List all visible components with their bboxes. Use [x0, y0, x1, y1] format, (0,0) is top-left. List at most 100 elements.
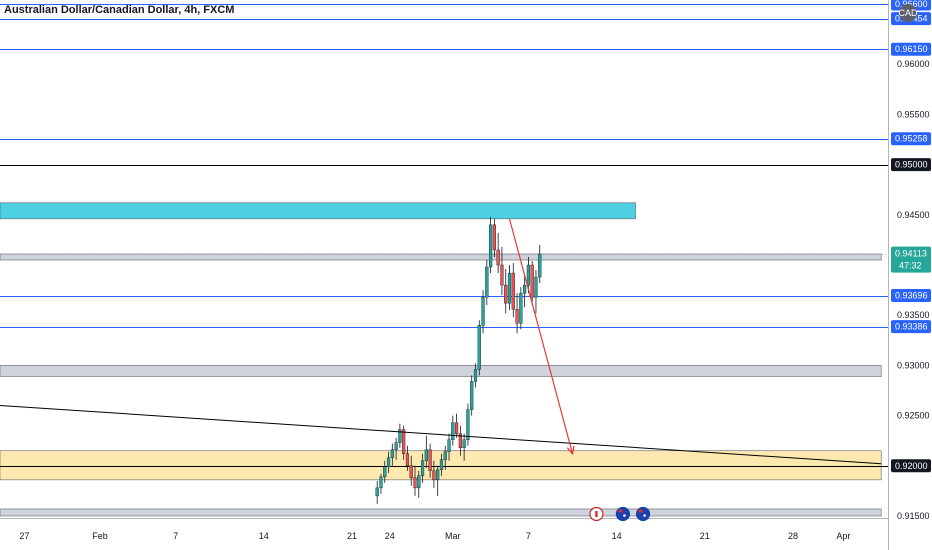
candle[interactable] [413, 465, 417, 496]
candle[interactable] [500, 246, 504, 296]
last-price-tag: 0.94113 47:32 [891, 246, 931, 273]
candle[interactable] [417, 470, 421, 498]
last-price-bg [891, 246, 931, 273]
drawings-layer [0, 218, 882, 465]
time-axis: 2427Feb7142124Mar7142128Apr [19, 531, 850, 541]
candle-body [436, 469, 440, 481]
currency-badge: CAD [898, 4, 918, 22]
candle[interactable] [390, 443, 394, 466]
candle[interactable] [386, 451, 391, 473]
candle-body [462, 439, 466, 448]
event-icons-layer [589, 506, 651, 522]
last-price-value: 0.94113 [895, 249, 927, 259]
candle[interactable] [443, 445, 447, 470]
projection-arrow-head [566, 445, 575, 456]
price-tick-label: 0.91500 [897, 511, 930, 521]
candle[interactable] [485, 260, 489, 306]
australia-flag-icon [615, 506, 631, 522]
time-tick-label: 21 [700, 531, 710, 541]
candle[interactable] [515, 293, 519, 334]
candle[interactable] [420, 453, 425, 483]
candle[interactable] [481, 290, 485, 334]
candle[interactable] [409, 455, 413, 486]
candle[interactable] [462, 433, 466, 461]
zone-rect[interactable] [0, 508, 882, 517]
australia-flag-icon[interactable] [615, 506, 631, 522]
time-tick-label: 14 [612, 531, 622, 541]
candle[interactable] [538, 244, 542, 284]
candle-body [386, 457, 391, 468]
candle[interactable] [402, 425, 406, 460]
candle[interactable] [519, 287, 523, 330]
candle[interactable] [439, 453, 444, 476]
zone-rect[interactable] [0, 253, 882, 261]
candle[interactable] [394, 437, 398, 460]
candle-body [375, 487, 379, 497]
canada-flag-icon[interactable] [589, 506, 604, 522]
zone-rect[interactable] [0, 365, 882, 377]
candle[interactable] [507, 265, 512, 311]
candle[interactable] [405, 445, 410, 471]
candle[interactable] [398, 423, 402, 448]
candle-body [379, 476, 383, 489]
price-tag-text: 0.93696 [895, 291, 928, 301]
candle[interactable] [375, 480, 379, 504]
candle[interactable] [496, 232, 500, 274]
candle[interactable] [451, 415, 455, 446]
price-tag: 0.93696 [891, 289, 931, 303]
price-tick-label: 0.92500 [897, 411, 930, 421]
candle[interactable] [424, 435, 428, 468]
candle[interactable] [458, 425, 462, 456]
candle-body [402, 429, 406, 454]
projection-arrow[interactable] [508, 218, 574, 454]
candle[interactable] [383, 460, 387, 483]
bar-countdown: 47:32 [899, 261, 922, 271]
candle[interactable] [492, 218, 496, 257]
candle[interactable] [447, 433, 451, 461]
candle[interactable] [379, 473, 383, 494]
price-tag-text: 0.93386 [895, 322, 928, 332]
candle-body [473, 369, 478, 382]
candle-body [424, 449, 428, 461]
currency-badge-bg [899, 4, 917, 22]
price-tag-bg [891, 289, 931, 303]
candle[interactable] [436, 465, 440, 496]
trend-line[interactable] [0, 404, 882, 465]
union-mark [618, 509, 623, 513]
candle[interactable] [504, 269, 508, 314]
candle-body [523, 284, 527, 294]
candle[interactable] [473, 363, 478, 388]
candle[interactable] [470, 375, 474, 416]
candle-body [515, 308, 519, 324]
candle-body [492, 224, 496, 251]
candle-body [454, 422, 459, 434]
australia-flag-icon [635, 506, 651, 522]
candle[interactable] [454, 413, 459, 438]
candle[interactable] [511, 263, 515, 318]
price-tag: 0.95000 [891, 158, 931, 172]
candle[interactable] [534, 270, 538, 314]
candle[interactable] [466, 403, 470, 446]
price-tick-label: 0.93000 [897, 360, 930, 370]
price-tag-text: 0.96600 [895, 0, 928, 9]
time-tick-label: 7 [173, 531, 178, 541]
candle[interactable] [523, 275, 527, 308]
candle[interactable] [477, 320, 481, 376]
candle[interactable] [489, 216, 493, 274]
australia-flag-icon[interactable] [635, 506, 651, 522]
zone-rect[interactable] [0, 202, 636, 220]
candle[interactable] [530, 261, 534, 306]
price-tag-text: 0.95258 [895, 134, 928, 144]
candles-layer [375, 216, 542, 504]
candle-body [443, 451, 447, 460]
candle-body [519, 292, 523, 324]
candle[interactable] [432, 460, 436, 488]
candle-body [526, 264, 530, 286]
price-tag-bg [891, 459, 931, 473]
candle-body [394, 442, 398, 450]
candle-body [439, 459, 444, 471]
candle[interactable] [428, 443, 432, 478]
candle-body [466, 409, 470, 440]
price-tick-label: 0.93500 [897, 310, 930, 320]
